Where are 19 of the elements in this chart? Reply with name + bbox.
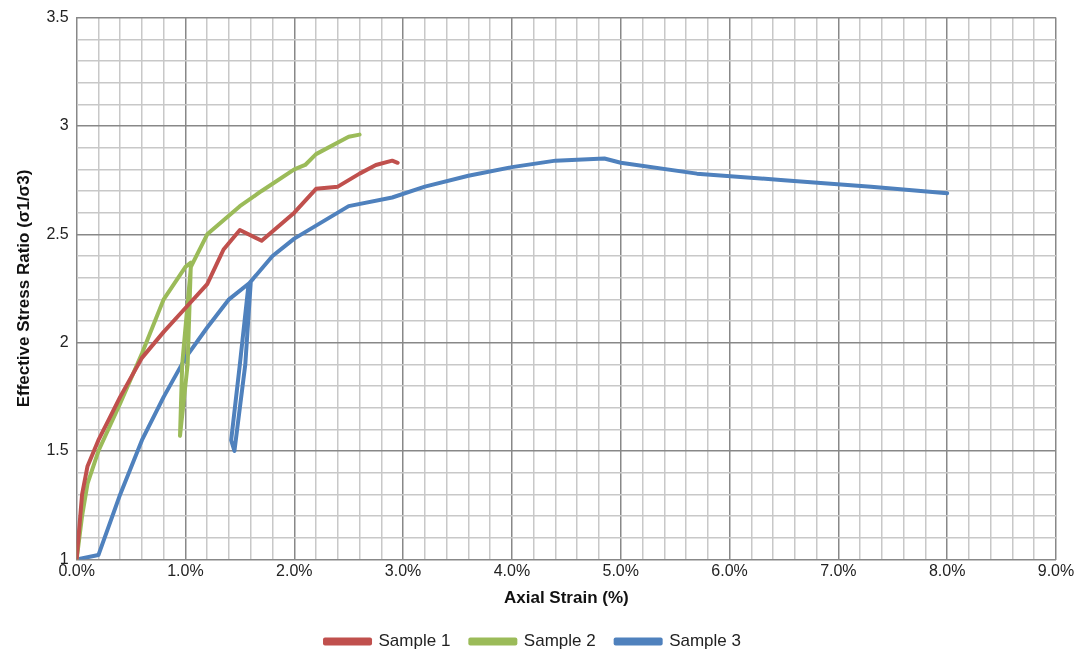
x-tick-label: 3.0% — [384, 562, 422, 580]
x-axis-title: Axial Strain (%) — [503, 588, 629, 608]
y-tick-label: 3 — [59, 116, 69, 134]
y-tick-label: 3.5 — [46, 8, 69, 26]
x-tick-label: 9.0% — [1037, 562, 1075, 580]
legend-label: Sample 2 — [523, 631, 596, 651]
x-tick-label: 7.0% — [820, 562, 857, 580]
x-tick-label: 1.0% — [167, 562, 204, 580]
y-tick-label: 2.5 — [46, 224, 69, 242]
x-tick-label: 8.0% — [928, 562, 966, 580]
x-tick-label: 4.0% — [493, 562, 531, 580]
y-tick-label: 2 — [59, 333, 69, 351]
legend-label: Sample 1 — [378, 631, 451, 651]
x-tick-label: 2.0% — [276, 562, 313, 580]
y-axis-title: Effective Stress Ratio (σ1/σ3) — [13, 169, 33, 408]
x-tick-label: 6.0% — [711, 562, 748, 580]
legend-label: Sample 3 — [669, 631, 741, 651]
x-tick-label: 5.0% — [602, 562, 639, 580]
y-tick-label: 1.5 — [46, 441, 69, 459]
